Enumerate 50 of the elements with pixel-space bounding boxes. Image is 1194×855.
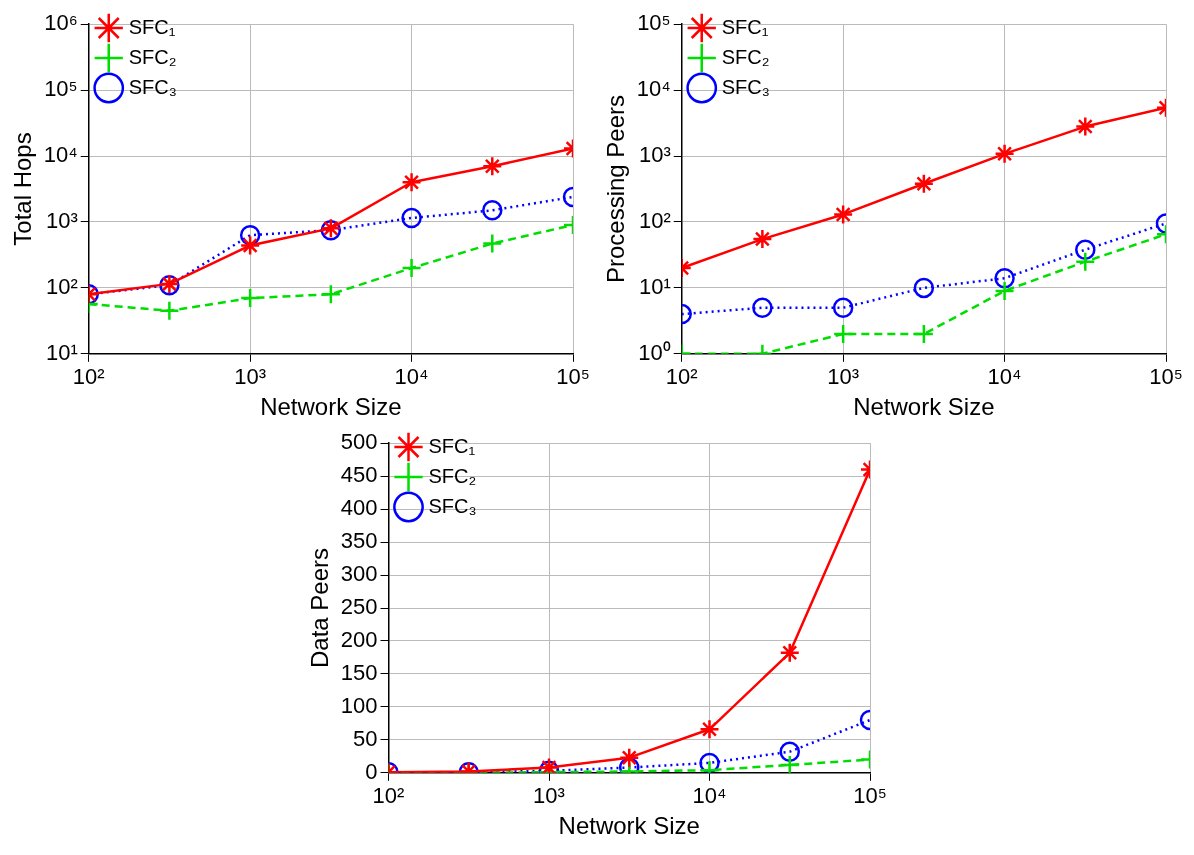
x-tick-label: 10⁴ <box>987 364 1022 390</box>
legend-label: SFC₃ <box>128 75 177 98</box>
x-tick-label: 10⁴ <box>394 364 429 390</box>
y-tick-label: 400 <box>340 495 378 521</box>
legend-label: SFC₃ <box>428 494 477 517</box>
y-tick-label: 10⁴ <box>43 142 78 168</box>
y-tick-label: 300 <box>340 561 378 587</box>
x-tick-label: 10⁵ <box>556 364 590 390</box>
legend-label: SFC₂ <box>428 464 476 487</box>
x-tick-label: 10² <box>372 783 404 809</box>
y-tick-label: 100 <box>340 692 378 718</box>
y-tick-label: 0 <box>364 758 378 784</box>
x-tick-label: 10⁴ <box>692 783 726 809</box>
y-tick-label: 150 <box>340 659 378 685</box>
y-tick-label: 350 <box>340 528 378 554</box>
y-tick-label: 10¹ <box>45 339 78 365</box>
x-tick-label: 10⁵ <box>852 783 887 809</box>
y-tick-label: 10⁴ <box>636 76 671 102</box>
legend-label: SFC₃ <box>721 75 770 98</box>
y-tick-label: 10¹ <box>638 273 671 299</box>
y-tick-label: 500 <box>340 429 378 455</box>
y-axis-title: Processing Peers <box>602 94 630 284</box>
y-tick-label: 10² <box>638 208 671 234</box>
y-tick-label: 450 <box>340 462 378 488</box>
y-tick-label: 10³ <box>638 142 671 168</box>
legend-label: SFC₁ <box>128 15 176 38</box>
y-tick-label: 10⁰ <box>638 339 671 365</box>
x-axis-title: Network Size <box>260 393 402 421</box>
x-tick-label: 10² <box>72 364 105 390</box>
legend-label: SFC₂ <box>128 45 177 68</box>
x-tick-label: 10³ <box>532 783 565 809</box>
x-tick-label: 10⁵ <box>1149 364 1183 390</box>
legend-label: SFC₁ <box>428 434 476 457</box>
legend-label: SFC₁ <box>721 15 769 38</box>
x-tick-label: 10² <box>665 364 698 390</box>
y-axis-title: Total Hops <box>9 132 37 246</box>
y-axis-title: Data Peers <box>305 547 333 669</box>
y-tick-label: 10⁵ <box>637 10 671 36</box>
y-tick-label: 250 <box>340 594 378 620</box>
y-tick-label: 50 <box>352 725 378 751</box>
y-tick-label: 10⁶ <box>44 10 78 36</box>
y-tick-label: 10² <box>45 273 78 299</box>
y-tick-label: 200 <box>340 627 378 653</box>
x-tick-label: 10³ <box>234 364 267 390</box>
y-tick-label: 10⁵ <box>44 76 78 102</box>
y-tick-label: 10³ <box>45 208 78 234</box>
x-tick-label: 10³ <box>827 364 860 390</box>
x-axis-title: Network Size <box>558 812 700 840</box>
legend-label: SFC₂ <box>721 45 770 68</box>
x-axis-title: Network Size <box>853 393 995 421</box>
